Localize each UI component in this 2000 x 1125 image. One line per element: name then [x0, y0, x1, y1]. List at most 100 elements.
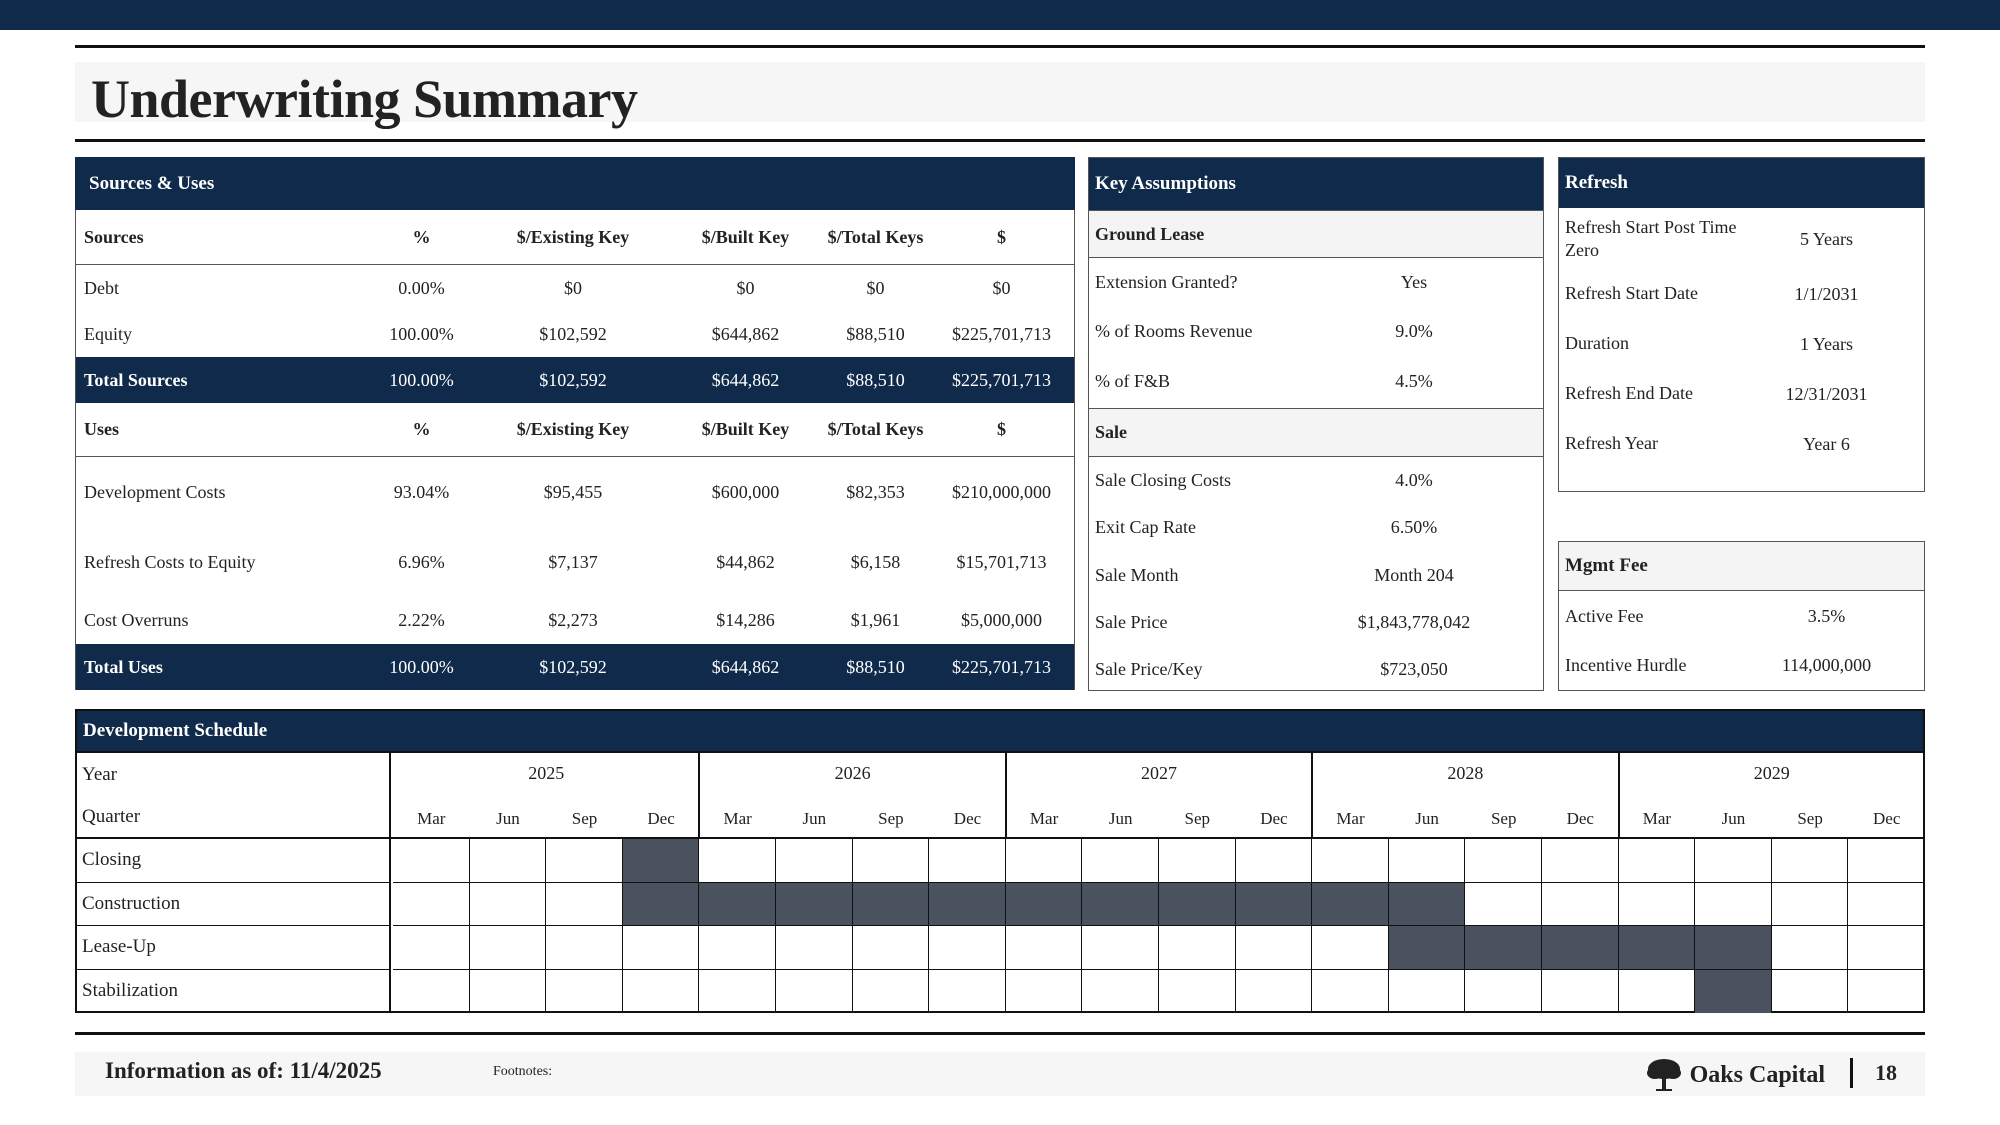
- schedule-cell: [1082, 926, 1159, 970]
- schedule-cell-filled: [622, 882, 700, 926]
- schedule-cell: [776, 969, 853, 1013]
- su-cell: $/Total Keys: [827, 226, 924, 247]
- su-cell: %: [412, 226, 431, 247]
- quarter-label: Dec: [953, 809, 982, 828]
- refresh-panel: Refresh Refresh Start Post Time Zero 5 Ye…: [1558, 157, 1925, 492]
- schedule-cell: [699, 969, 776, 1013]
- key-assumptions-panel: Key Assumptions Ground Lease Extension Gr…: [1088, 157, 1544, 691]
- year-row-label: Year: [77, 753, 391, 796]
- schedule-cell: [1542, 969, 1619, 1013]
- assumption-value: Yes: [1400, 271, 1428, 292]
- schedule-cell: [546, 839, 623, 883]
- assumption-value: $723,050: [1380, 658, 1448, 679]
- quarter-label: Sep: [878, 809, 904, 828]
- schedule-cell: [1159, 926, 1236, 970]
- su-cell: $0: [866, 277, 885, 298]
- schedule-cell-filled: [1388, 882, 1466, 926]
- refresh-label: Duration: [1565, 333, 1629, 354]
- su-cell: Refresh Costs to Equity: [84, 551, 256, 572]
- schedule-cell: [1388, 839, 1466, 883]
- su-cell: $6,158: [850, 551, 901, 572]
- bottom-rule: [75, 1032, 1925, 1035]
- schedule-cell: [1235, 839, 1313, 883]
- refresh-row: Refresh Start Date 1/1/2031: [1559, 270, 1924, 318]
- schedule-cell-filled: [1312, 882, 1389, 926]
- assumption-value: Month 204: [1374, 564, 1454, 585]
- year-divider: [1311, 753, 1314, 839]
- su-cell: 0.00%: [398, 277, 445, 298]
- assumption-label: Exit Cap Rate: [1095, 516, 1196, 537]
- schedule-cell: [393, 839, 470, 883]
- schedule-cell: [929, 926, 1006, 970]
- su-cell: $0: [564, 277, 582, 298]
- tree-icon: [1646, 1059, 1681, 1091]
- schedule-cell: [623, 969, 700, 1013]
- quarter-label: Mar: [417, 809, 446, 828]
- su-cell: Equity: [84, 323, 132, 344]
- uses-header-row: Uses% $/Existing Key $/Built Key $/Total Ke…: [75, 403, 1075, 457]
- su-cell: $225,701,713: [952, 323, 1051, 344]
- schedule-cell: [776, 839, 853, 883]
- footer-separator: [1850, 1058, 1853, 1088]
- schedule-cell: [1542, 882, 1619, 926]
- title-rule: [75, 139, 1925, 142]
- quarter-label: Mar: [1029, 809, 1059, 828]
- refresh-value: 1 Years: [1799, 333, 1853, 354]
- sources-uses-panel: Sources & Uses Sources% $/Existing Key $/B…: [75, 157, 1075, 690]
- schedule-cell: [1695, 882, 1772, 926]
- schedule-cell: [393, 969, 470, 1013]
- su-cell: $/Existing Key: [516, 419, 630, 439]
- mgmt-fee-panel: Mgmt Fee Active Fee 3.5% Incentive Hurdle 1…: [1558, 541, 1925, 691]
- schedule-cell-filled: [1542, 926, 1619, 970]
- schedule-cell: [393, 926, 470, 970]
- total-uses-row: Total Uses 100.00% $102,592 $644,862 $88,510…: [75, 644, 1075, 690]
- assumption-label: Sale Price: [1095, 611, 1168, 632]
- su-cell: $44,862: [716, 551, 775, 572]
- quarter-label: Jun: [802, 809, 827, 828]
- su-cell: $88,510: [846, 369, 905, 390]
- su-cell: $0: [736, 277, 755, 298]
- schedule-cell-filled: [1082, 882, 1159, 926]
- su-cell: $: [997, 419, 1006, 439]
- refresh-value: 12/31/2031: [1785, 383, 1868, 404]
- assumption-label: % of Rooms Revenue: [1095, 320, 1253, 341]
- schedule-cell: [622, 926, 700, 970]
- schedule-cell: [469, 882, 547, 926]
- quarter-label: Jun: [1108, 809, 1133, 828]
- su-cell: $102,592: [539, 369, 607, 390]
- quarter-label: Sep: [1184, 809, 1211, 828]
- schedule-cell: [1005, 926, 1083, 970]
- schedule-cell-filled: [1388, 926, 1466, 970]
- schedule-cell: [1082, 839, 1159, 883]
- su-cell: Debt: [84, 277, 119, 298]
- su-cell: 100.00%: [389, 369, 454, 390]
- su-cell: $82,353: [846, 481, 905, 502]
- schedule-cell: [1542, 839, 1619, 883]
- source-row-debt: Debt 0.00% $0 $0 $0 $0: [75, 265, 1075, 311]
- su-cell: Total Sources: [84, 369, 188, 390]
- use-row-refresh: Refresh Costs to Equity 6.96% $7,137 $44,86…: [75, 527, 1075, 597]
- key-assumptions-header: Key Assumptions: [1089, 158, 1543, 210]
- mgmt-fee-row: Active Fee 3.5%: [1559, 591, 1924, 641]
- refresh-label: Refresh Start Post Time Zero: [1565, 216, 1737, 260]
- assumption-label: Sale Month: [1095, 564, 1179, 585]
- schedule-cell-filled: [1465, 926, 1542, 970]
- schedule-cell-filled: [929, 882, 1006, 926]
- schedule-header: Development Schedule: [77, 711, 1923, 753]
- assumption-label: Sale Closing Costs: [1095, 469, 1232, 490]
- su-cell: $2,273: [548, 610, 598, 630]
- assumption-value: 4.0%: [1395, 469, 1433, 490]
- sale-row: Sale Closing Costs 4.0%: [1089, 457, 1543, 503]
- schedule-cell: [1082, 969, 1159, 1013]
- top-bar: [0, 0, 2000, 30]
- refresh-row: Refresh Start Post Time Zero 5 Years: [1559, 210, 1924, 268]
- su-cell: $: [997, 226, 1006, 247]
- quarter-label: Jun: [1415, 809, 1439, 828]
- quarter-label: Sep: [571, 809, 598, 828]
- quarter-label: Jun: [1721, 809, 1746, 828]
- ground-lease-subheader: Ground Lease: [1089, 210, 1543, 258]
- schedule-row-label: Stabilization: [77, 969, 391, 1013]
- year-label-2026: 2026: [834, 763, 871, 783]
- schedule-cell: [929, 969, 1006, 1013]
- quarter-row-label: Quarter: [77, 796, 391, 839]
